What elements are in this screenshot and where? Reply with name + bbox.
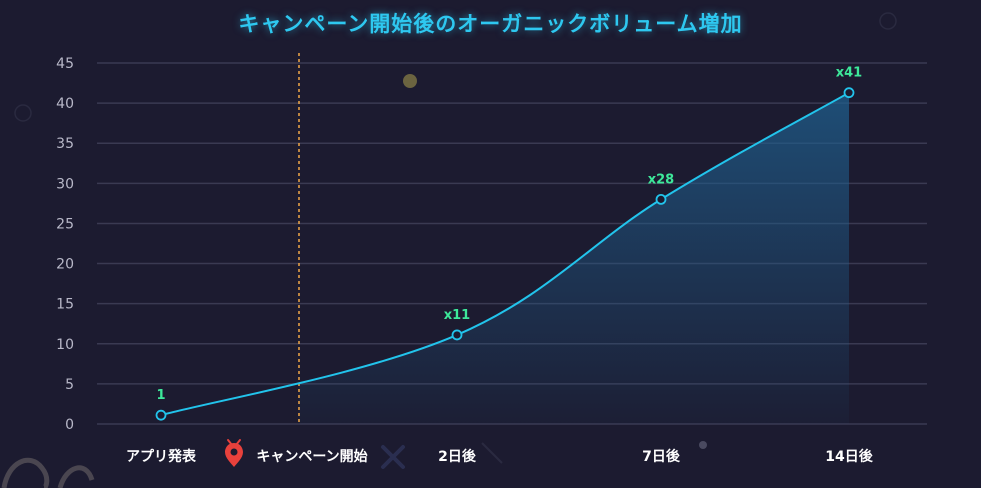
decorative-cross-icon xyxy=(381,445,405,469)
decorative-background xyxy=(1,12,897,488)
y-tick-label: 15 xyxy=(56,297,74,313)
y-tick-label: 45 xyxy=(56,56,74,72)
location-pin-icon xyxy=(225,439,243,467)
y-tick-label: 30 xyxy=(56,176,74,192)
y-tick-label: 35 xyxy=(56,136,74,152)
data-point xyxy=(843,87,855,99)
y-tick-label: 5 xyxy=(65,377,74,393)
data-points: 1 x11 x28 x41 xyxy=(155,66,862,421)
x-tick-label: 14日後 xyxy=(825,448,873,465)
data-point xyxy=(155,409,167,421)
chart-title: キャンペーン開始後のオーガニックボリューム増加 xyxy=(238,12,743,36)
series-line xyxy=(160,91,850,417)
decorative-dot-icon xyxy=(699,441,707,449)
y-tick-label: 0 xyxy=(65,417,74,433)
data-label: x41 xyxy=(836,66,862,81)
x-tick-label: アプリ発表 xyxy=(126,448,197,465)
decorative-swirl-icon xyxy=(57,465,95,488)
data-label: 1 xyxy=(156,388,165,403)
area-fill xyxy=(299,92,849,424)
data-label: x28 xyxy=(648,172,674,187)
x-axis-labels: アプリ発表 キャンペーン開始 2日後 7日後 14日後 xyxy=(126,439,874,467)
data-point xyxy=(451,329,463,341)
decorative-ring-icon xyxy=(879,12,897,30)
x-tick-label: 2日後 xyxy=(438,448,477,465)
y-tick-label: 10 xyxy=(56,337,74,353)
y-tick-label: 40 xyxy=(56,96,74,112)
data-point xyxy=(655,193,667,205)
data-label: x11 xyxy=(444,308,470,323)
decorative-swirl-icon xyxy=(1,457,50,488)
decorative-stroke-icon xyxy=(481,442,503,464)
x-tick-label: 7日後 xyxy=(642,448,681,465)
decorative-dot-icon xyxy=(403,74,417,88)
y-tick-label: 20 xyxy=(56,257,74,273)
area-fill-shape xyxy=(299,92,849,424)
decorative-ring-icon xyxy=(14,104,32,122)
x-tick-label: キャンペーン開始 xyxy=(256,448,367,465)
series-line-path xyxy=(160,91,850,417)
y-tick-label: 25 xyxy=(56,216,74,232)
